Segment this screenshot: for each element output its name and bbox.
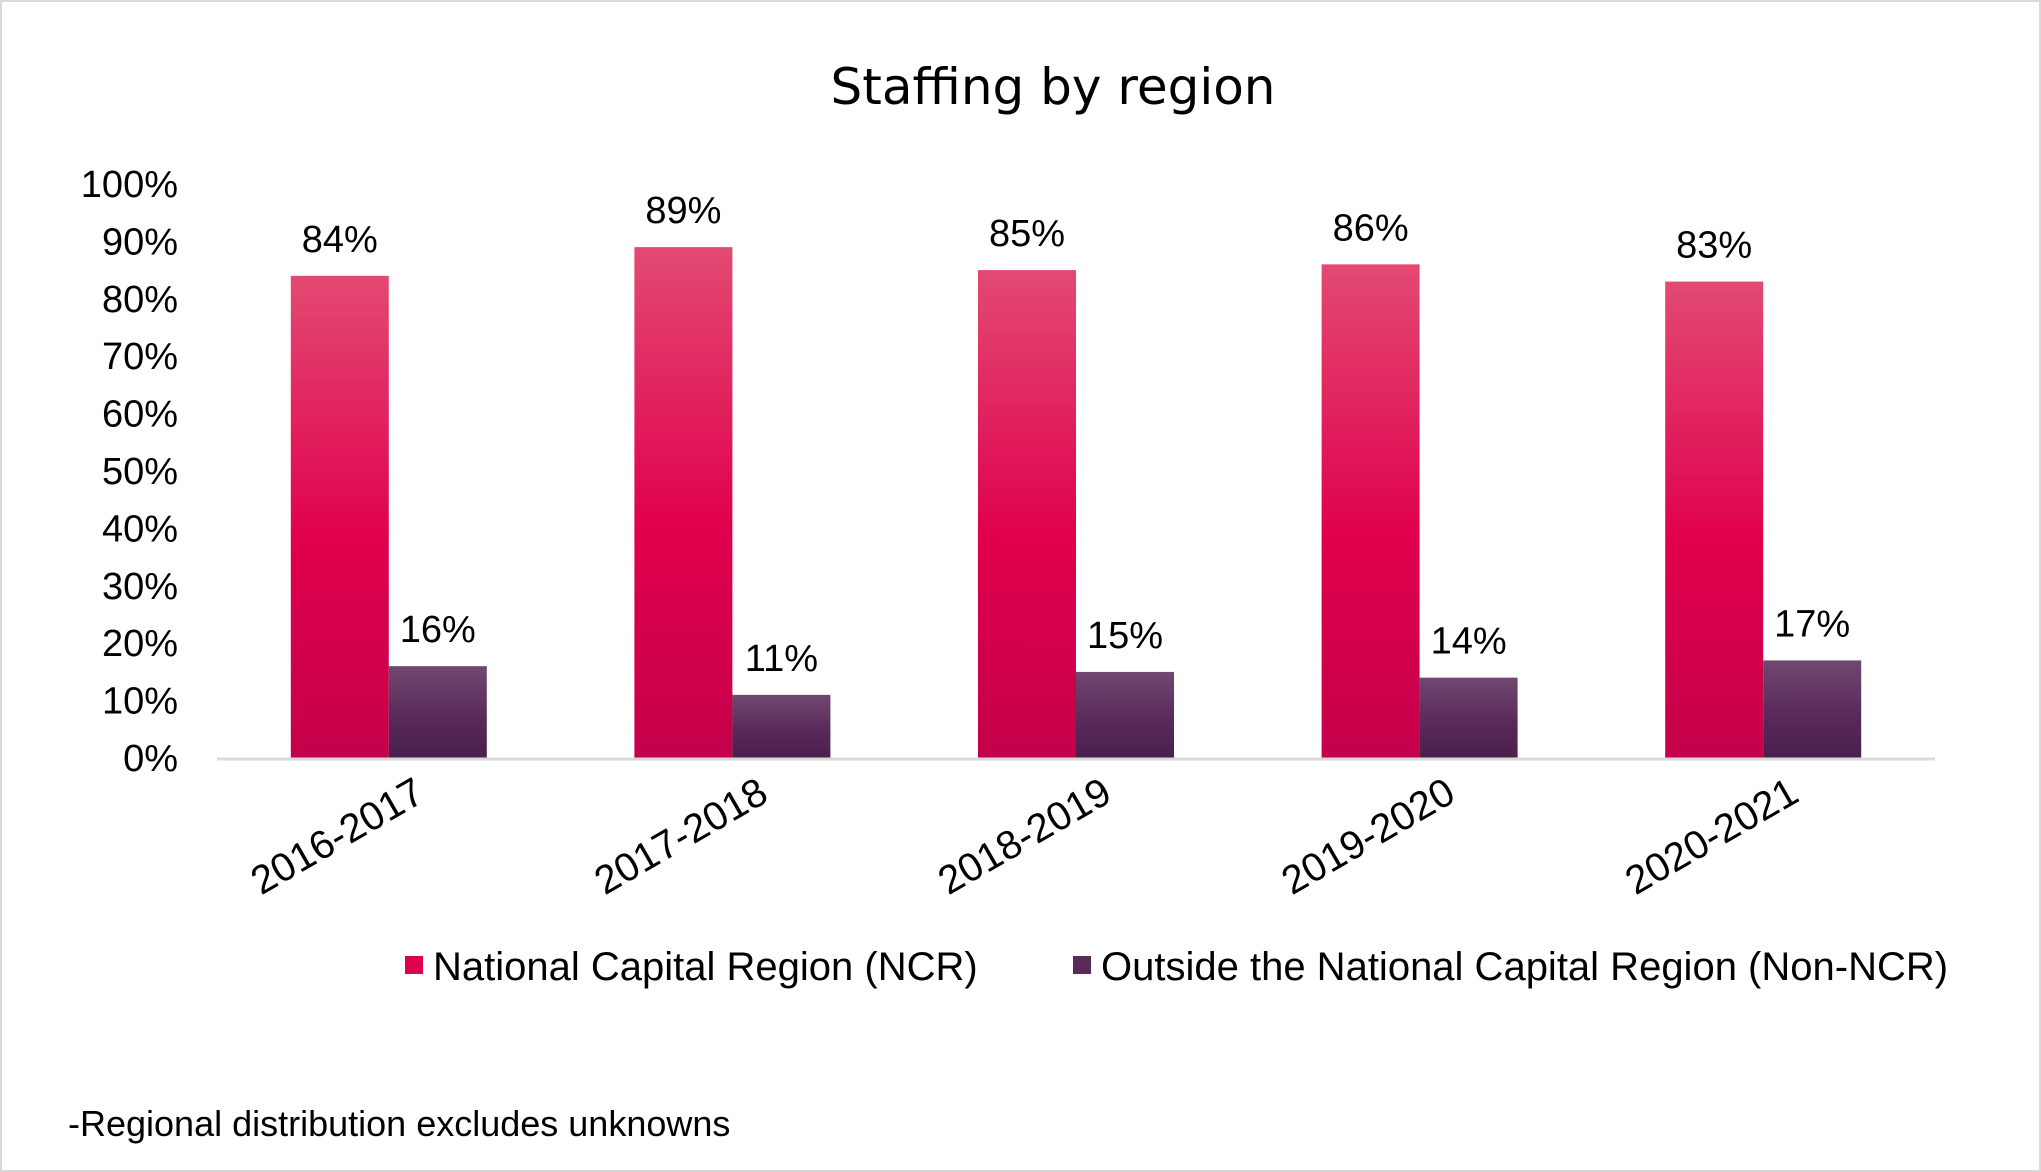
y-tick-label: 50% <box>102 451 178 493</box>
y-tick-label: 90% <box>102 221 178 263</box>
y-tick-label: 40% <box>102 508 178 550</box>
legend-label-ncr: National Capital Region (NCR) <box>433 945 978 989</box>
data-labels: 84% 16% 89% 11% 85% 15% 86% 14% 83% 17% <box>302 190 1850 680</box>
data-label: 85% <box>989 213 1065 255</box>
data-label: 14% <box>1431 621 1507 663</box>
bar-non-ncr <box>732 694 831 758</box>
data-label: 11% <box>745 638 818 680</box>
x-tick-label: 2020-2021 <box>1618 770 1806 904</box>
chart-title: Staffing by region <box>831 58 1276 116</box>
y-tick-label: 20% <box>102 623 178 665</box>
legend: National Capital Region (NCR) Outside the… <box>405 945 1948 989</box>
y-tick-label: 80% <box>102 279 178 321</box>
data-label: 15% <box>1087 615 1163 657</box>
bar-non-ncr <box>1763 660 1862 758</box>
bar-ncr <box>1665 281 1764 758</box>
legend-swatch-non-ncr <box>1073 956 1091 974</box>
data-label: 86% <box>1333 207 1409 249</box>
data-label: 17% <box>1774 603 1850 645</box>
bar-ncr <box>634 247 733 758</box>
data-label: 89% <box>645 190 721 232</box>
data-label: 16% <box>400 609 476 651</box>
bar-ncr <box>290 275 389 758</box>
x-tick-label: 2019-2020 <box>1274 770 1462 904</box>
bar-ncr <box>1321 264 1420 758</box>
x-axis-labels: 2016-2017 2017-2018 2018-2019 2019-2020 2020… <box>244 770 1806 904</box>
bar-ncr <box>978 270 1076 758</box>
y-tick-label: 60% <box>102 394 178 436</box>
bar-non-ncr <box>1076 671 1174 758</box>
y-axis-labels: 0% 10% 20% 30% 40% 50% 60% 70% 80% 90% 100% <box>81 164 178 780</box>
footnote: -Regional distribution excludes unknowns <box>68 1103 730 1144</box>
legend-swatch-ncr <box>405 956 423 974</box>
legend-label-non-ncr: Outside the National Capital Region (Non… <box>1101 945 1948 989</box>
x-tick-label: 2016-2017 <box>244 770 432 904</box>
y-tick-label: 0% <box>123 738 178 780</box>
bar-non-ncr <box>1419 677 1518 758</box>
bars <box>290 247 1862 758</box>
y-tick-label: 30% <box>102 566 178 608</box>
y-tick-label: 100% <box>81 164 178 206</box>
x-tick-label: 2017-2018 <box>587 770 775 904</box>
data-label: 84% <box>302 219 378 261</box>
x-tick-label: 2018-2019 <box>931 770 1119 904</box>
y-tick-label: 70% <box>102 336 178 378</box>
bar-non-ncr <box>388 666 487 758</box>
y-tick-label: 10% <box>102 681 178 723</box>
data-label: 83% <box>1676 225 1752 267</box>
